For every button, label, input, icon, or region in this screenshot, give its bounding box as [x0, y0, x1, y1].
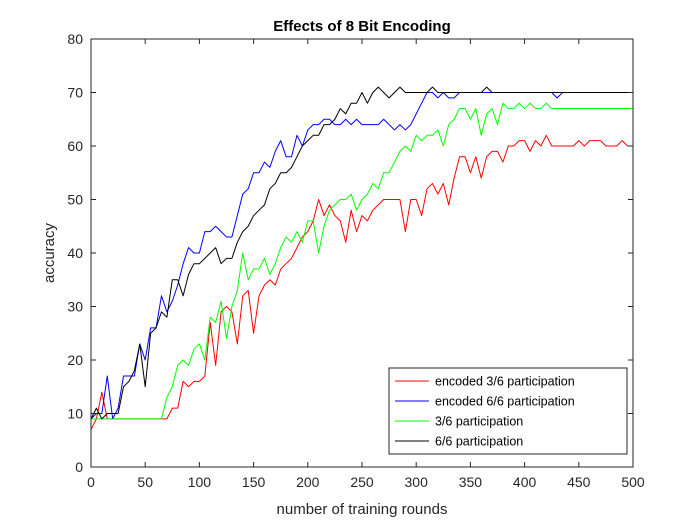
y-tick-label: 30 [67, 299, 83, 315]
y-tick-label: 40 [67, 245, 83, 261]
chart-title: Effects of 8 Bit Encoding [273, 18, 451, 35]
x-tick-label: 0 [87, 474, 95, 490]
legend-label: encoded 6/6 participation [435, 395, 575, 409]
x-tick-label: 250 [350, 474, 374, 490]
x-tick-label: 500 [621, 474, 645, 490]
series-layer [90, 86, 633, 430]
y-tick-label: 50 [67, 192, 83, 208]
x-axis-label: number of training rounds [277, 501, 448, 518]
y-tick-label: 20 [67, 352, 83, 368]
legend-label: 3/6 participation [435, 415, 523, 429]
x-tick-label: 400 [513, 474, 537, 490]
legend-box [388, 367, 628, 455]
y-tick-label: 80 [67, 31, 83, 47]
x-tick-label: 450 [567, 474, 591, 490]
y-tick-label: 0 [75, 459, 83, 475]
x-tick-label: 350 [459, 474, 483, 490]
series-line-1 [90, 134, 633, 430]
legend: encoded 3/6 participation encoded 6/6 par… [388, 367, 628, 455]
y-tick-label: 60 [67, 138, 83, 154]
x-tick-label: 300 [405, 474, 429, 490]
y-axis-label: accuracy [41, 222, 58, 283]
x-tick-label: 100 [188, 474, 212, 490]
x-tick-label: 150 [242, 474, 266, 490]
y-axis: 0 10 20 30 40 50 60 70 80 [67, 31, 633, 475]
legend-label: encoded 3/6 participation [435, 375, 575, 389]
y-tick-label: 70 [67, 85, 83, 101]
legend-label: 6/6 participation [435, 435, 523, 449]
x-tick-label: 50 [137, 474, 153, 490]
series-line-3 [91, 102, 633, 420]
y-tick-label: 10 [67, 406, 83, 422]
x-axis: 0 50 100 150 200 250 300 350 400 450 500 [87, 39, 645, 490]
x-tick-label: 200 [296, 474, 320, 490]
series-line-4 [90, 86, 633, 420]
